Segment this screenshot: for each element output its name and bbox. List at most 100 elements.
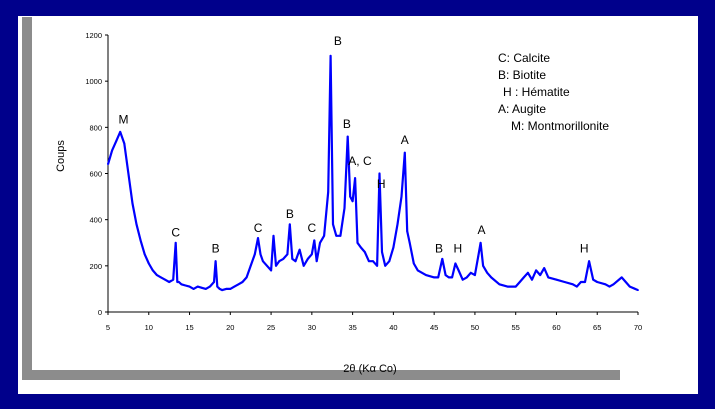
data-point [555, 278, 558, 281]
data-point [339, 234, 342, 237]
data-point [403, 151, 406, 154]
data-point [372, 260, 374, 263]
data-point [408, 241, 411, 244]
data-point [266, 264, 268, 267]
data-point [176, 281, 179, 283]
data-point [111, 149, 113, 152]
data-point [216, 285, 219, 288]
data-point [294, 260, 297, 263]
peak-label: H [580, 242, 589, 256]
data-point [571, 283, 574, 286]
data-point [147, 262, 150, 265]
data-point [229, 288, 232, 290]
data-point [465, 276, 468, 279]
data-point [282, 258, 285, 260]
data-point [392, 246, 395, 249]
data-point [563, 281, 566, 283]
data-point [115, 140, 118, 143]
data-point [335, 234, 338, 237]
data-point [143, 253, 146, 256]
x-tick-label: 10 [145, 323, 153, 332]
data-point [237, 283, 240, 286]
data-point [151, 269, 154, 272]
y-tick-label: 200 [89, 262, 102, 271]
data-point [346, 135, 349, 138]
data-point [214, 260, 217, 263]
data-point [164, 278, 167, 281]
peak-label: C [171, 225, 180, 239]
data-point [351, 200, 354, 203]
data-point [278, 260, 281, 263]
legend-entry: M: Montmorillonite [511, 119, 609, 133]
data-point [288, 223, 291, 226]
data-point [313, 239, 316, 242]
y-axis-title: Coups [55, 140, 67, 172]
data-point [343, 207, 346, 210]
data-point [486, 271, 489, 274]
data-point [286, 253, 289, 256]
data-point [245, 276, 248, 279]
axes [107, 35, 638, 313]
peak-label: B [334, 34, 342, 48]
data-point [259, 253, 262, 256]
y-tick-label: 800 [89, 123, 102, 132]
peak-label: C [254, 221, 263, 235]
data-point [543, 267, 546, 269]
data-point [457, 269, 460, 272]
data-point [482, 264, 484, 267]
data-point [172, 278, 175, 281]
data-point [354, 177, 356, 180]
data-point [184, 284, 187, 287]
data-point [160, 276, 162, 279]
data-point [575, 285, 578, 288]
data-point [363, 251, 366, 253]
data-point [461, 278, 464, 281]
data-point [474, 274, 476, 276]
x-tick-label: 40 [389, 323, 397, 332]
data-point [479, 241, 482, 244]
data-point [539, 274, 542, 276]
y-tick-label: 1200 [85, 31, 102, 40]
data-point [310, 253, 313, 256]
data-point [204, 288, 207, 290]
panel-frame-bottom [22, 370, 620, 380]
data-point [213, 281, 215, 283]
data-point [381, 251, 383, 253]
data-point [218, 288, 221, 290]
data-point [498, 283, 501, 286]
data-point [257, 237, 259, 240]
data-point [604, 283, 607, 286]
legend-entry: B: Biotite [498, 68, 546, 82]
data-point [249, 264, 252, 267]
data-point [477, 255, 480, 258]
data-point [306, 258, 309, 260]
data-point [127, 172, 130, 175]
data-point [547, 276, 550, 279]
data-point [437, 276, 440, 279]
data-point [637, 289, 639, 291]
data-point [412, 262, 415, 265]
data-point [178, 281, 180, 283]
peak-label: B [343, 117, 351, 131]
x-tick-label: 50 [471, 323, 479, 332]
x-tick-label: 20 [226, 323, 234, 332]
data-point [291, 258, 294, 260]
data-point [527, 271, 529, 274]
data-point [608, 285, 611, 288]
peak-label: A [401, 133, 409, 147]
data-point [628, 285, 631, 288]
data-point [192, 288, 195, 290]
x-tick-label: 70 [634, 323, 642, 332]
data-point [131, 202, 134, 205]
data-point [451, 276, 453, 279]
data-point [156, 274, 158, 276]
data-point [302, 264, 305, 267]
data-point [584, 281, 586, 283]
data-point [275, 264, 277, 267]
peak-label: H [453, 242, 462, 256]
data-point [388, 260, 391, 263]
x-tick-label: 60 [552, 323, 560, 332]
data-point [444, 274, 447, 276]
y-tick-label: 400 [89, 216, 102, 225]
data-point [139, 239, 142, 242]
